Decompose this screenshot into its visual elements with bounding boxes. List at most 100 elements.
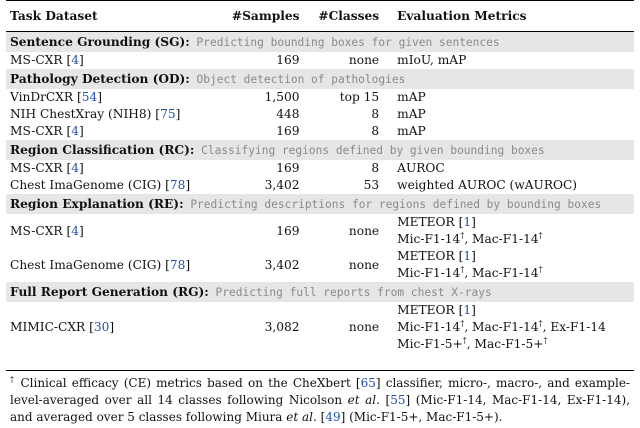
citation-link[interactable]: 4 [71, 124, 79, 138]
section-name: Pathology Detection (OD): [10, 71, 190, 86]
dagger-mark: † [10, 375, 16, 384]
samples-cell: 169 [276, 223, 300, 238]
section-description: Predicting bounding boxes for given sent… [189, 35, 500, 49]
metric-line: Mic-F1-14†, Mac-F1-14†, Ex-F1-14 [397, 318, 606, 334]
metric-line: Mic-F1-14†, Mac-F1-14† [397, 264, 543, 280]
citation-link[interactable]: 1 [463, 303, 472, 317]
metric-line: Mic-F1-14†, Mac-F1-14† [397, 230, 543, 246]
metrics-cell: METEOR [1] Mic-F1-14†, Mac-F1-14† [383, 214, 634, 248]
citation-link[interactable]: 4 [71, 223, 79, 238]
metric-line: AUROC [397, 161, 445, 175]
dataset-cell: MS-CXR [4] [10, 161, 84, 175]
samples-cell: 169 [276, 124, 300, 138]
citation-link[interactable]: 4 [71, 161, 79, 175]
et-al-italic: et al. [347, 393, 380, 407]
samples-cell: 169 [276, 161, 300, 175]
citation-link[interactable]: 65 [360, 376, 376, 390]
section-description: Classifying regions defined by given bou… [194, 143, 545, 157]
table-row: MS-CXR [4] 169 none mIoU, mAP [6, 52, 634, 69]
section-description: Object detection of pathologies [189, 72, 406, 86]
section-header-row: Region Explanation (RE): Predicting desc… [6, 194, 634, 214]
citation-link[interactable]: 1 [463, 249, 472, 263]
header-samples: #Samples [231, 8, 300, 23]
table-body: Sentence Grounding (SG): Predicting boun… [6, 32, 634, 353]
metrics-cell: METEOR [1] Mic-F1-14†, Mac-F1-14†, Ex-F1-… [383, 302, 634, 353]
samples-cell: 448 [276, 107, 300, 121]
samples-cell: 169 [276, 53, 300, 67]
section-description: Predicting descriptions for regions defi… [183, 197, 602, 211]
metric-line: mAP [397, 124, 426, 138]
section-header-row: Region Classification (RC): Classifying … [6, 140, 634, 160]
classes-cell: none [348, 257, 380, 272]
samples-cell: 3,082 [264, 320, 300, 334]
samples-cell: 1,500 [264, 90, 300, 104]
dataset-cell: VinDrCXR [54] [10, 90, 103, 104]
section-header-row: Sentence Grounding (SG): Predicting boun… [6, 32, 634, 52]
section-header-row: Pathology Detection (OD): Object detecti… [6, 69, 634, 89]
section-name: Full Report Generation (RG): [10, 284, 209, 299]
citation-link[interactable]: 49 [325, 410, 341, 424]
table-row: Chest ImaGenome (CIG) [78] 3,402 none METEO… [6, 248, 634, 282]
metrics-cell: AUROC [383, 160, 634, 177]
metrics-cell: mAP [383, 89, 634, 106]
citation-link[interactable]: 55 [390, 393, 406, 407]
metric-line: Mic-F1-5+†, Mac-F1-5+† [397, 335, 548, 351]
dagger-mark: † [538, 318, 543, 328]
table-row: Chest ImaGenome (CIG) [78] 3,402 53 weighte… [6, 177, 634, 194]
table-header-row: Task Dataset #Samples #Classes Evaluatio… [6, 0, 634, 32]
samples-cell: 3,402 [264, 178, 300, 192]
metrics-cell: mIoU, mAP [383, 52, 634, 69]
table-row: NIH ChestXray (NIH8) [75] 448 8 mAP [6, 106, 634, 123]
metrics-cell: weighted AUROC (wAUROC) [383, 177, 634, 194]
header-evaluation-metrics: Evaluation Metrics [397, 8, 527, 23]
metrics-cell: mAP [383, 123, 634, 140]
classes-cell: none [348, 223, 380, 238]
section-name: Region Classification (RC): [10, 142, 195, 157]
classes-cell: 8 [371, 107, 380, 121]
et-al-italic: et al. [286, 410, 317, 424]
metric-line: mIoU, mAP [397, 53, 467, 67]
metric-line: METEOR [1] [397, 303, 476, 317]
section-header-cell: Full Report Generation (RG): Predicting … [6, 282, 634, 302]
citation-link[interactable]: 75 [160, 107, 176, 121]
dataset-cell: MS-CXR [4] [10, 124, 84, 138]
footnote-text: † Clinical efficacy (CE) metrics based o… [10, 375, 631, 425]
classes-cell: top 15 [339, 90, 380, 104]
citation-link[interactable]: 4 [71, 53, 79, 67]
citation-link[interactable]: 54 [81, 90, 98, 104]
metric-line: weighted AUROC (wAUROC) [397, 178, 578, 192]
dataset-table-wrapper: Task Dataset #Samples #Classes Evaluatio… [6, 0, 634, 353]
dataset-cell: Chest ImaGenome (CIG) [78] [10, 178, 191, 192]
metric-line: mAP [397, 107, 426, 121]
classes-cell: 53 [363, 178, 380, 192]
samples-cell: 3,402 [264, 257, 300, 272]
dagger-mark: † [538, 264, 543, 274]
metric-line: METEOR [1] [397, 215, 476, 229]
metric-line: mAP [397, 90, 426, 104]
citation-link[interactable]: 78 [169, 257, 186, 272]
table-row: VinDrCXR [54] 1,500 top 15 mAP [6, 89, 634, 106]
metrics-cell: METEOR [1] Mic-F1-14†, Mac-F1-14† [383, 248, 634, 282]
citation-link[interactable]: 30 [93, 320, 110, 334]
metrics-cell: mAP [383, 106, 634, 123]
dataset-cell: MS-CXR [4] [10, 223, 84, 238]
dagger-mark: † [460, 264, 465, 274]
header-task-dataset: Task Dataset [10, 8, 98, 23]
section-header-cell: Region Explanation (RE): Predicting desc… [6, 194, 634, 214]
metric-line: METEOR [1] [397, 249, 476, 263]
table-row: MS-CXR [4] 169 8 AUROC [6, 160, 634, 177]
table-row: MS-CXR [4] 169 none METEOR [1] Mic-F1-14†, M… [6, 214, 634, 248]
dataset-cell: Chest ImaGenome (CIG) [78] [10, 257, 191, 272]
table-row: MIMIC-CXR [30] 3,082 none METEOR [1] Mic-F1-… [6, 302, 634, 353]
dagger-mark: † [460, 230, 465, 240]
task-dataset-table: Task Dataset #Samples #Classes Evaluatio… [6, 0, 634, 353]
citation-link[interactable]: 78 [169, 178, 186, 192]
section-name: Region Explanation (RE): [10, 196, 184, 211]
citation-link[interactable]: 1 [463, 215, 472, 229]
section-name: Sentence Grounding (SG): [10, 34, 190, 49]
section-header-cell: Pathology Detection (OD): Object detecti… [6, 69, 634, 89]
table-row: MS-CXR [4] 169 8 mAP [6, 123, 634, 140]
section-header-row: Full Report Generation (RG): Predicting … [6, 282, 634, 302]
classes-cell: 8 [371, 161, 380, 175]
dataset-cell: NIH ChestXray (NIH8) [75] [10, 107, 181, 121]
